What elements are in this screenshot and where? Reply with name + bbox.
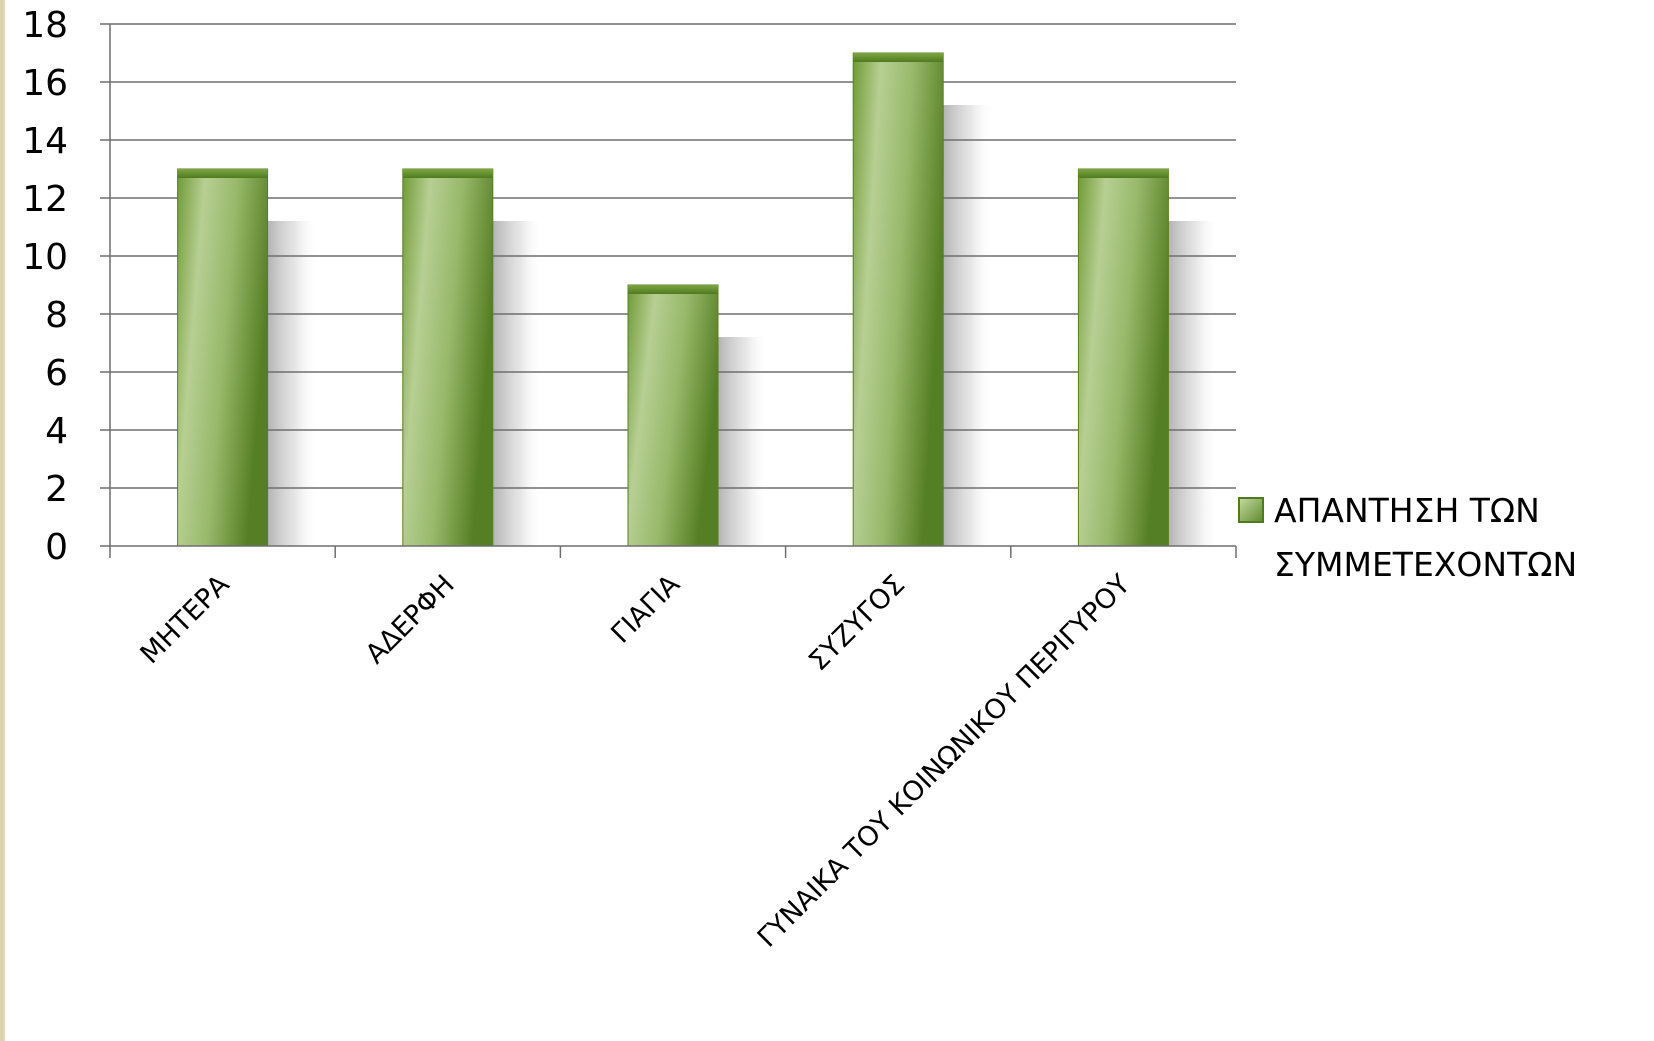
bar-cap-1 — [402, 169, 493, 178]
x-tick-label-2: ΓΙΑΓΙΑ — [605, 569, 686, 650]
y-tick-label-16: 16 — [22, 63, 68, 104]
y-tick-label-2: 2 — [45, 469, 68, 510]
x-tick-label-3: ΣΥΖΥΓΟΣ — [803, 569, 911, 677]
y-tick-label-0: 0 — [45, 527, 68, 568]
bar-cap-3 — [853, 53, 944, 62]
bar-cap-4 — [1078, 169, 1169, 178]
bar-shadow-4 — [1168, 221, 1219, 546]
y-tick-label-6: 6 — [45, 353, 68, 394]
bar-0 — [177, 168, 269, 547]
bar-shadow-3 — [943, 105, 994, 546]
bars — [177, 52, 1169, 547]
y-tick-label-10: 10 — [22, 237, 68, 278]
y-tick-label-18: 18 — [22, 5, 68, 46]
y-tick-label-8: 8 — [45, 295, 68, 336]
axes — [100, 23, 1237, 558]
bar-shadow-0 — [267, 221, 318, 546]
gridlines — [110, 23, 1236, 489]
bar-cap-0 — [177, 169, 268, 178]
bar-1 — [402, 168, 494, 547]
y-axis-tick-labels: 0 2 4 6 8 10 12 14 16 18 — [22, 5, 68, 568]
bar-shadow-2 — [718, 337, 768, 546]
bar-cap-2 — [628, 285, 718, 294]
bar-3 — [852, 52, 944, 547]
x-tick-label-4: ΓΥΝΑΙΚΑ ΤΟΥ ΚΟΙΝΩΝΙΚΟΥ ΠΕΡΙΓΥΡΟΥ — [752, 569, 1137, 954]
y-tick-label-12: 12 — [22, 179, 68, 220]
slide-border-strip — [0, 0, 5, 1041]
y-tick-label-14: 14 — [22, 121, 68, 162]
legend-label-line-1: ΑΠΑΝΤΗΣΗ ΤΩΝ — [1274, 491, 1540, 530]
bar-4 — [1077, 168, 1169, 547]
legend-label-line-2: ΣΥΜΜΕΤΕΧΟΝΤΩΝ — [1274, 545, 1577, 584]
x-tick-label-1: ΑΔΕΡΦΗ — [360, 569, 461, 670]
legend-swatch — [1238, 497, 1264, 523]
y-tick-label-4: 4 — [45, 411, 68, 452]
x-tick-label-0: ΜΗΤΕΡΑ — [134, 569, 235, 670]
bar-shadows — [267, 105, 1219, 546]
bar-shadow-1 — [492, 221, 543, 546]
bar-2 — [627, 284, 719, 547]
legend: ΑΠΑΝΤΗΣΗ ΤΩΝ ΣΥΜΜΕΤΕΧΟΝΤΩΝ — [1238, 491, 1577, 584]
